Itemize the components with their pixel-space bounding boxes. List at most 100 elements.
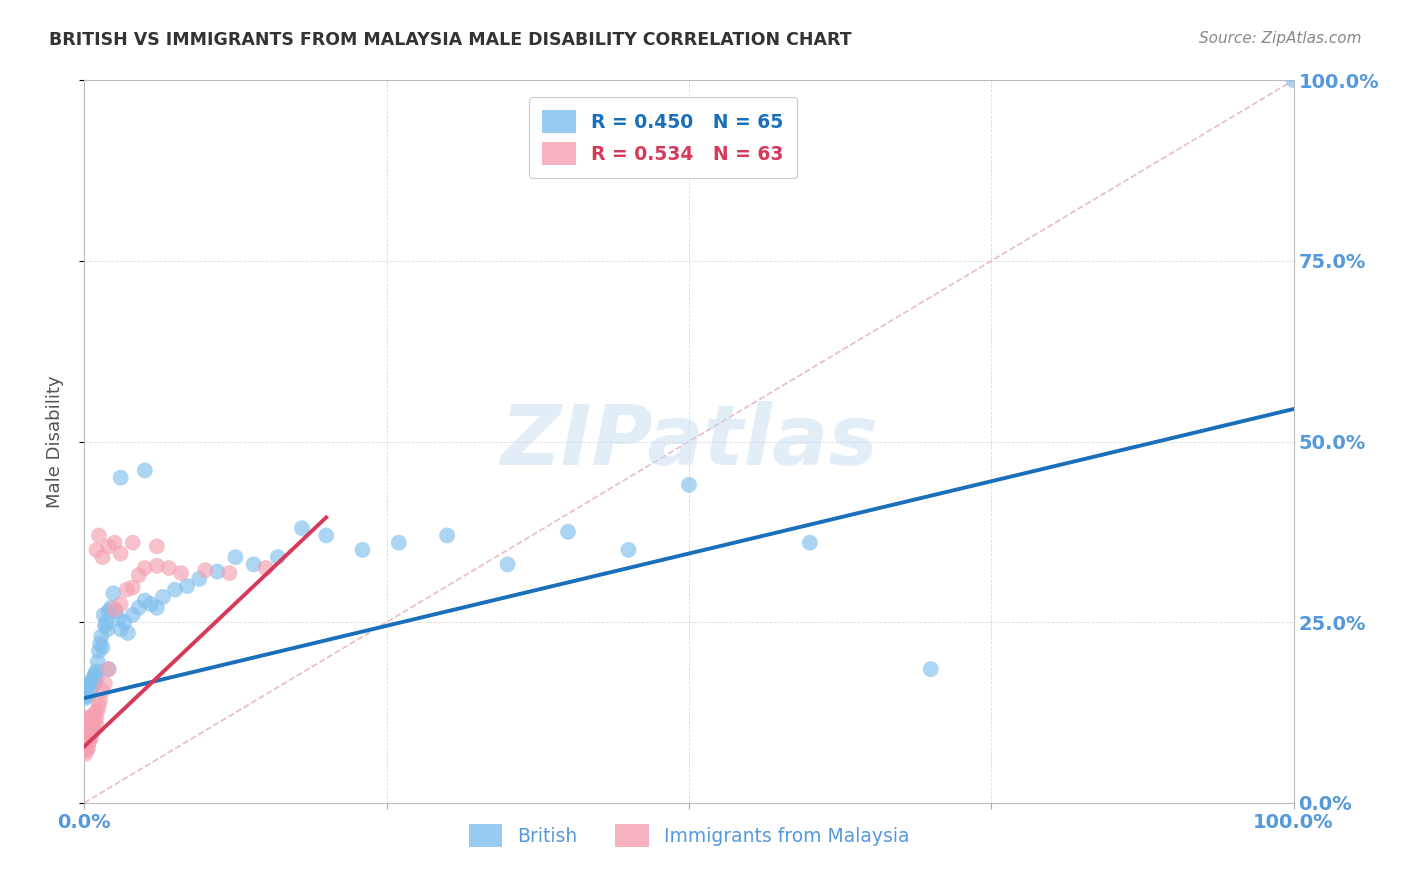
Point <box>152 590 174 604</box>
Point <box>75 741 97 756</box>
Point <box>225 550 247 565</box>
Point <box>617 542 640 557</box>
Point <box>100 600 122 615</box>
Point <box>77 727 100 741</box>
Point <box>79 683 101 698</box>
Point <box>139 597 162 611</box>
Point <box>146 539 169 553</box>
Point <box>79 722 101 736</box>
Point <box>83 669 105 683</box>
Point <box>77 710 100 724</box>
Point <box>94 676 117 690</box>
Point <box>146 600 169 615</box>
Point <box>75 737 97 751</box>
Point <box>84 667 107 681</box>
Point <box>134 561 156 575</box>
Point <box>86 718 108 732</box>
Point <box>77 687 100 701</box>
Point <box>107 611 129 625</box>
Point <box>82 679 104 693</box>
Point <box>557 524 579 539</box>
Point <box>94 619 117 633</box>
Point <box>86 703 108 717</box>
Point <box>117 626 139 640</box>
Legend: British, Immigrants from Malaysia: British, Immigrants from Malaysia <box>461 817 917 855</box>
Point <box>76 681 98 696</box>
Point <box>75 732 97 747</box>
Point <box>97 662 120 676</box>
Point <box>218 566 240 580</box>
Point <box>76 720 98 734</box>
Point <box>77 741 100 756</box>
Point <box>82 673 104 687</box>
Point <box>80 674 103 689</box>
Point <box>352 542 374 557</box>
Point <box>91 683 114 698</box>
Point <box>87 528 110 542</box>
Point <box>254 561 277 575</box>
Point <box>121 581 143 595</box>
Point <box>165 582 187 597</box>
Point <box>104 602 127 616</box>
Point <box>121 535 143 549</box>
Point <box>76 716 98 731</box>
Point <box>79 732 101 747</box>
Point <box>82 722 104 736</box>
Point <box>176 579 198 593</box>
Point <box>75 727 97 741</box>
Point <box>80 727 103 741</box>
Point <box>188 572 211 586</box>
Point <box>1282 73 1305 87</box>
Point <box>678 478 700 492</box>
Point <box>799 535 821 549</box>
Point <box>104 535 127 549</box>
Point <box>80 718 103 732</box>
Point <box>242 558 264 572</box>
Point <box>76 740 98 755</box>
Point <box>76 738 98 752</box>
Point <box>91 640 114 655</box>
Point <box>97 662 120 676</box>
Point <box>79 676 101 690</box>
Point <box>77 686 100 700</box>
Point <box>83 676 105 690</box>
Point <box>388 535 411 549</box>
Point <box>86 665 108 679</box>
Point <box>128 600 150 615</box>
Point <box>115 582 138 597</box>
Point <box>77 725 100 739</box>
Point <box>89 637 111 651</box>
Point <box>920 662 942 676</box>
Point <box>84 706 107 720</box>
Point <box>75 747 97 761</box>
Point <box>76 729 98 743</box>
Point <box>97 539 120 553</box>
Point <box>496 558 519 572</box>
Point <box>80 681 103 696</box>
Point <box>77 714 100 729</box>
Point <box>91 550 114 565</box>
Point <box>103 586 125 600</box>
Point <box>87 644 110 658</box>
Point <box>75 720 97 734</box>
Point <box>82 713 104 727</box>
Text: Source: ZipAtlas.com: Source: ZipAtlas.com <box>1198 31 1361 46</box>
Point <box>134 463 156 477</box>
Point <box>76 725 98 739</box>
Point <box>291 521 314 535</box>
Y-axis label: Male Disability: Male Disability <box>45 376 63 508</box>
Point <box>77 737 100 751</box>
Point <box>75 739 97 754</box>
Point <box>94 615 117 630</box>
Point <box>89 693 111 707</box>
Point <box>110 597 132 611</box>
Point <box>267 550 290 565</box>
Point <box>86 542 108 557</box>
Point <box>112 615 135 630</box>
Point <box>77 680 100 694</box>
Point <box>76 732 98 747</box>
Point <box>93 607 115 622</box>
Point <box>77 679 100 693</box>
Point <box>157 561 180 575</box>
Point <box>86 655 108 669</box>
